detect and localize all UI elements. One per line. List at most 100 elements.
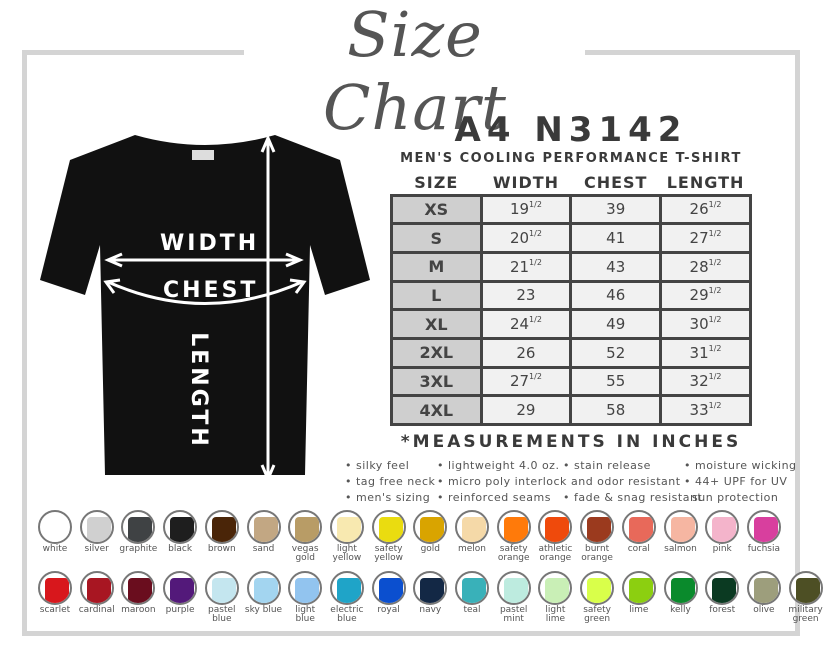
feature-item: • tag free neck bbox=[345, 475, 436, 488]
cell-value: 39 bbox=[606, 200, 626, 219]
color-name: safety green bbox=[583, 605, 611, 624]
shirt-color bbox=[670, 578, 695, 603]
cell-size: XL bbox=[390, 308, 483, 340]
swatch-circle bbox=[121, 510, 156, 544]
shirt-color bbox=[462, 517, 486, 542]
color-swatch: melon bbox=[452, 510, 492, 554]
color-swatch: maroon bbox=[118, 571, 158, 615]
swatch-circle bbox=[705, 510, 740, 544]
column-header: CHEST bbox=[583, 173, 648, 193]
color-name: electric blue bbox=[330, 605, 364, 624]
shirt-color bbox=[45, 517, 69, 542]
fraction: 1/2 bbox=[529, 315, 542, 325]
cell-chest: 49 bbox=[569, 308, 663, 340]
color-swatch: sand bbox=[244, 510, 284, 554]
shirt-color bbox=[587, 578, 612, 603]
swatch-circle bbox=[580, 571, 615, 605]
cell-value: 4XL bbox=[419, 400, 454, 420]
fraction: 1/2 bbox=[708, 343, 722, 353]
color-name: light lime bbox=[545, 605, 566, 624]
color-name: teal bbox=[463, 605, 481, 615]
cell-length: 261/2 bbox=[659, 193, 752, 226]
color-name: burnt orange bbox=[581, 544, 613, 563]
shirt-color bbox=[295, 517, 320, 542]
swatch-circle bbox=[163, 571, 198, 605]
color-name: fuchsia bbox=[747, 544, 780, 554]
cell-width: 201/2 bbox=[479, 222, 573, 254]
cell-value: 21 bbox=[509, 257, 530, 276]
swatch-circle bbox=[413, 510, 448, 544]
color-swatch: vegas gold bbox=[285, 510, 325, 563]
fraction: 1/2 bbox=[708, 372, 722, 382]
shirt-color bbox=[670, 517, 695, 542]
color-swatch: sky blue bbox=[244, 571, 284, 615]
color-swatch: black bbox=[160, 510, 200, 554]
cell-value: 29 bbox=[689, 286, 709, 305]
shirt-color bbox=[378, 517, 403, 542]
swatch-circle bbox=[621, 510, 656, 544]
fraction: 1/2 bbox=[708, 286, 722, 296]
swatch-circle bbox=[455, 510, 489, 544]
shirt-color bbox=[336, 578, 361, 603]
color-swatch: light lime bbox=[535, 571, 575, 624]
shirt-color bbox=[170, 578, 195, 603]
cell-value: 24 bbox=[509, 315, 530, 334]
cell-value: 19 bbox=[509, 200, 530, 219]
table-row: M 211/2 43 281/2 bbox=[390, 250, 752, 283]
cell-value: 58 bbox=[606, 401, 626, 420]
cell-chest: 55 bbox=[569, 365, 663, 398]
shirt-color bbox=[336, 517, 361, 542]
table-row: 3XL 271/2 55 321/2 bbox=[390, 365, 752, 398]
cell-value: 27 bbox=[689, 229, 709, 248]
cell-value: 30 bbox=[689, 315, 709, 334]
color-swatch: kelly bbox=[661, 571, 701, 615]
color-swatch: pastel blue bbox=[202, 571, 242, 624]
model-number: A4 N3142 bbox=[454, 110, 688, 150]
color-swatch: safety yellow bbox=[369, 510, 409, 563]
color-swatch: cardinal bbox=[77, 571, 117, 615]
color-name: coral bbox=[627, 544, 650, 554]
swatch-circle bbox=[538, 571, 573, 605]
feature-item: • fade & snag resistant bbox=[563, 491, 703, 504]
column-header: LENGTH bbox=[666, 173, 745, 193]
cell-chest: 43 bbox=[569, 250, 663, 283]
fraction: 1/2 bbox=[529, 257, 542, 267]
product-subtitle: MEN'S COOLING PERFORMANCE T-SHIRT bbox=[400, 151, 742, 166]
shirt-color bbox=[545, 517, 570, 542]
color-swatch: royal bbox=[369, 571, 409, 615]
swatch-circle bbox=[413, 571, 448, 605]
shirt-color bbox=[211, 517, 236, 542]
shirt-color bbox=[86, 578, 111, 603]
shirt-color bbox=[170, 517, 195, 542]
cell-size: M bbox=[390, 250, 483, 283]
feature-item: • men's sizing bbox=[345, 491, 431, 504]
shirt-color bbox=[503, 517, 528, 542]
cell-size: XS bbox=[390, 193, 483, 226]
color-swatch: navy bbox=[410, 571, 450, 615]
color-swatch: salmon bbox=[661, 510, 701, 554]
column-header: WIDTH bbox=[492, 173, 560, 193]
cell-value: 41 bbox=[606, 229, 626, 248]
cell-value: 3XL bbox=[419, 371, 454, 391]
color-name: safety yellow bbox=[374, 544, 403, 563]
swatch-circle bbox=[288, 571, 323, 605]
swatch-circle bbox=[663, 571, 698, 605]
swatch-circle bbox=[38, 571, 72, 605]
color-swatch: electric blue bbox=[327, 571, 367, 624]
swatch-circle bbox=[788, 571, 823, 605]
color-name: military green bbox=[788, 605, 823, 624]
cell-value: 20 bbox=[509, 229, 530, 248]
swatch-circle bbox=[705, 571, 740, 605]
fraction: 1/2 bbox=[529, 372, 542, 382]
cell-length: 331/2 bbox=[659, 394, 752, 426]
cell-value: 43 bbox=[606, 257, 626, 276]
shirt-color bbox=[712, 517, 737, 542]
column-header: SIZE bbox=[414, 173, 459, 193]
shirt-color bbox=[378, 578, 403, 603]
cell-length: 271/2 bbox=[659, 222, 752, 254]
color-name: black bbox=[168, 544, 193, 554]
color-swatch: pink bbox=[702, 510, 742, 554]
swatch-circle bbox=[121, 571, 156, 605]
cell-value: 23 bbox=[516, 286, 536, 305]
feature-item: • moisture wicking bbox=[684, 459, 797, 472]
